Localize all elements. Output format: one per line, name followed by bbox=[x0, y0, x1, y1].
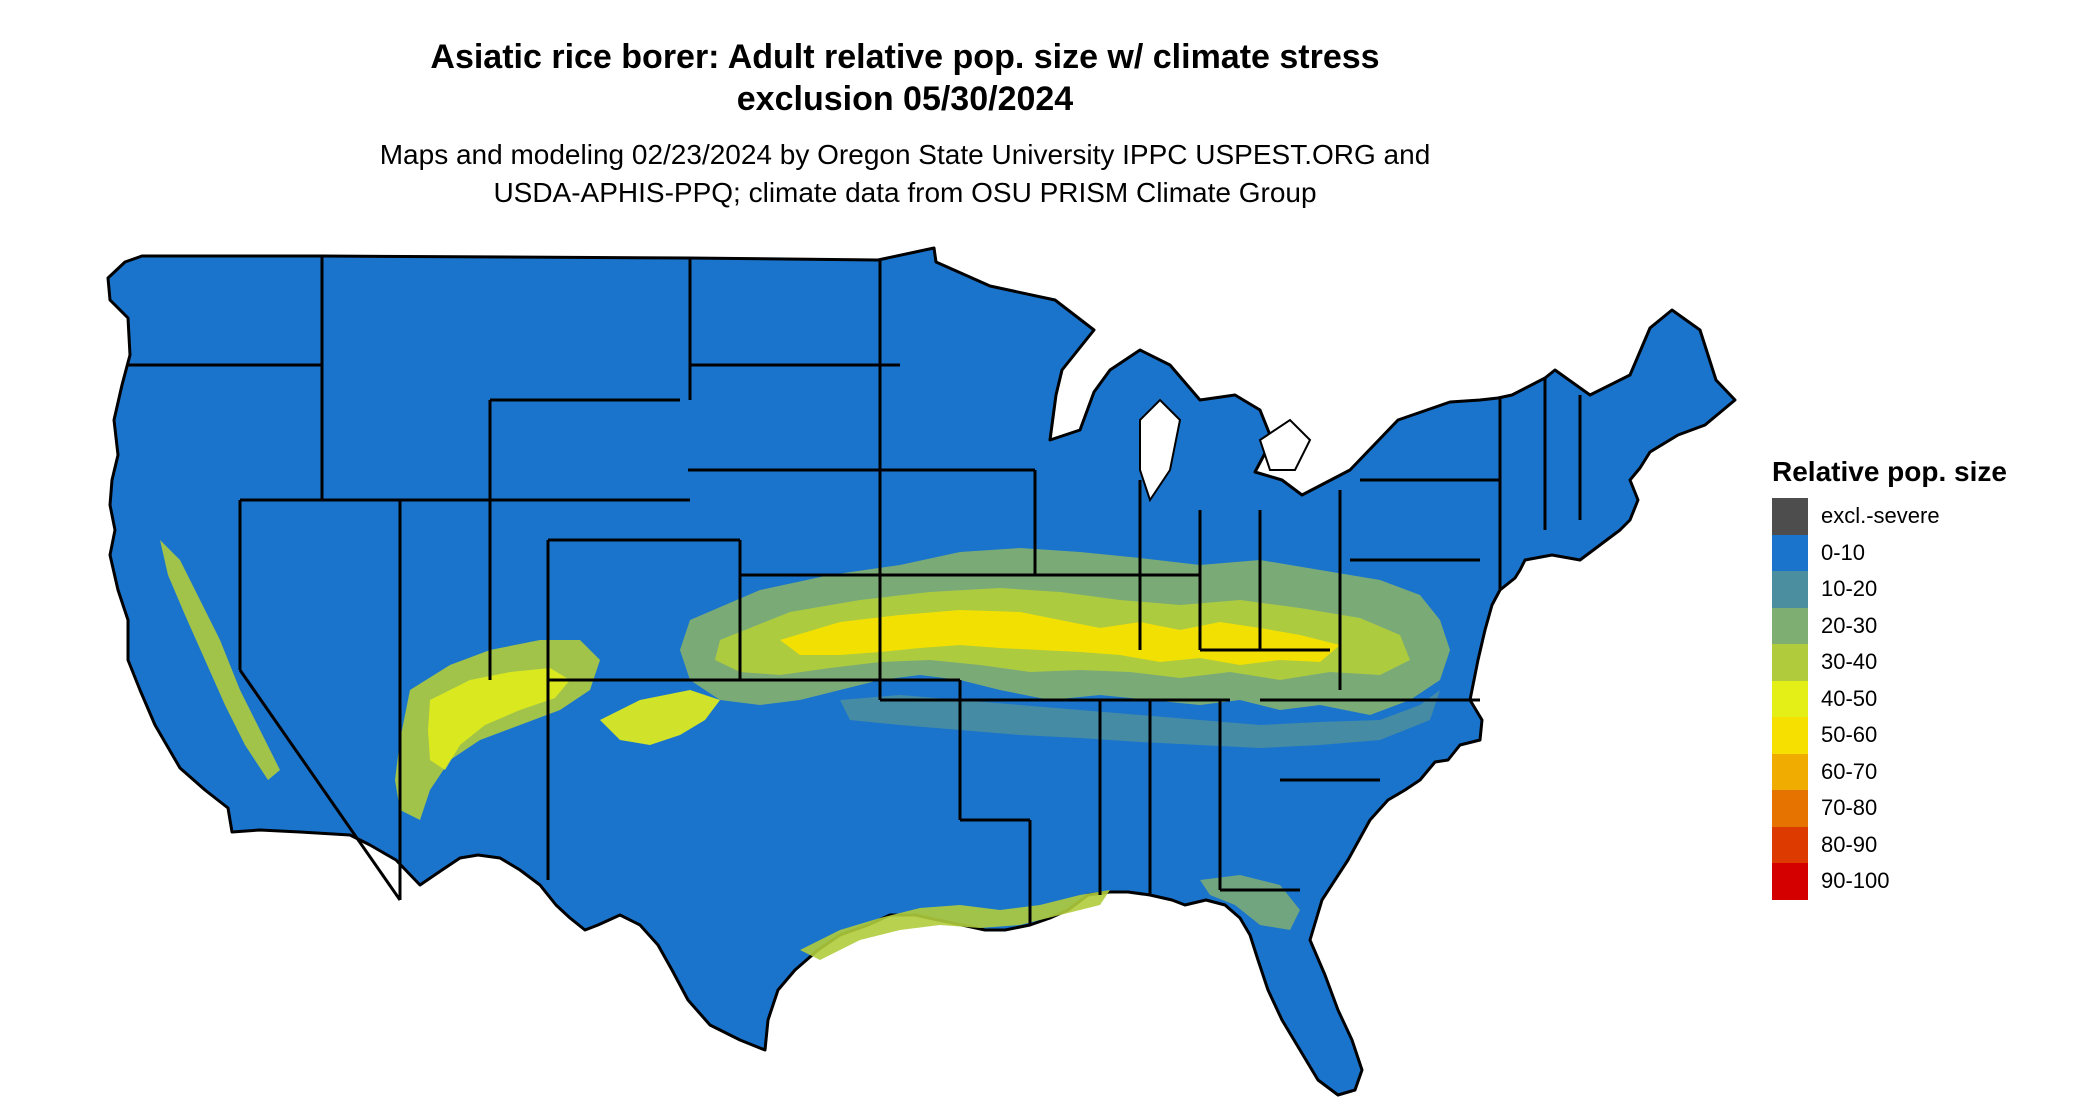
legend-swatch bbox=[1772, 571, 1808, 608]
legend-item: 80-90 bbox=[1772, 826, 2072, 863]
subtitle-line-1: Maps and modeling 02/23/2024 by Oregon S… bbox=[379, 139, 1431, 170]
title-line-1: Asiatic rice borer: Adult relative pop. … bbox=[430, 38, 1380, 76]
legend-label: excl.-severe bbox=[1821, 503, 1940, 529]
band-gulf-coast bbox=[800, 890, 1110, 960]
legend-item: 30-40 bbox=[1772, 644, 2072, 681]
subtitle-line-2: USDA-APHIS-PPQ; climate data from OSU PR… bbox=[493, 177, 1317, 208]
legend-swatch bbox=[1772, 790, 1808, 827]
legend-swatch bbox=[1772, 498, 1808, 535]
legend-item: 50-60 bbox=[1772, 717, 2072, 754]
legend-swatch bbox=[1772, 534, 1808, 571]
legend: Relative pop. size excl.-severe 0-10 10-20… bbox=[1772, 452, 2072, 900]
legend-label: 50-60 bbox=[1821, 722, 1878, 748]
legend-swatch bbox=[1772, 863, 1808, 900]
legend-label: 40-50 bbox=[1821, 685, 1878, 711]
map-title: Asiatic rice borer: Adult relative pop. … bbox=[310, 36, 1500, 120]
legend-label: 70-80 bbox=[1821, 795, 1878, 821]
band-40-50 bbox=[600, 690, 720, 745]
legend-swatch bbox=[1772, 607, 1808, 644]
map-subtitle: Maps and modeling 02/23/2024 by Oregon S… bbox=[310, 136, 1500, 212]
state-borders bbox=[128, 256, 1582, 925]
legend-item: 70-80 bbox=[1772, 790, 2072, 827]
legend-item: 60-70 bbox=[1772, 753, 2072, 790]
legend-label: 80-90 bbox=[1821, 831, 1878, 857]
legend-label: 20-30 bbox=[1821, 612, 1878, 638]
legend-label: 90-100 bbox=[1821, 868, 1890, 894]
legend-item: excl.-severe bbox=[1772, 498, 2072, 535]
legend-item: 10-20 bbox=[1772, 571, 2072, 608]
legend-item: 90-100 bbox=[1772, 863, 2072, 900]
legend-label: 60-70 bbox=[1821, 758, 1878, 784]
band-10-20 bbox=[840, 690, 1440, 748]
title-line-2: exclusion 05/30/2024 bbox=[736, 80, 1074, 118]
legend-item: 20-30 bbox=[1772, 607, 2072, 644]
band-southwest-yellow bbox=[428, 668, 570, 770]
legend-label: 30-40 bbox=[1821, 649, 1878, 675]
legend-swatch bbox=[1772, 826, 1808, 863]
legend-swatch bbox=[1772, 680, 1808, 717]
legend-swatch bbox=[1772, 753, 1808, 790]
legend-label: 0-10 bbox=[1821, 539, 1866, 565]
legend-items: excl.-severe 0-10 10-20 20-30 30-40 40-50 50-6… bbox=[1772, 498, 2072, 900]
legend-swatch bbox=[1772, 717, 1808, 754]
band-california bbox=[160, 540, 280, 780]
legend-item: 40-50 bbox=[1772, 680, 2072, 717]
legend-item: 0-10 bbox=[1772, 534, 2072, 571]
legend-label: 10-20 bbox=[1821, 576, 1878, 602]
legend-title: Relative pop. size bbox=[1772, 456, 2007, 487]
legend-swatch bbox=[1772, 644, 1808, 681]
great-lakes bbox=[1139, 398, 1312, 503]
